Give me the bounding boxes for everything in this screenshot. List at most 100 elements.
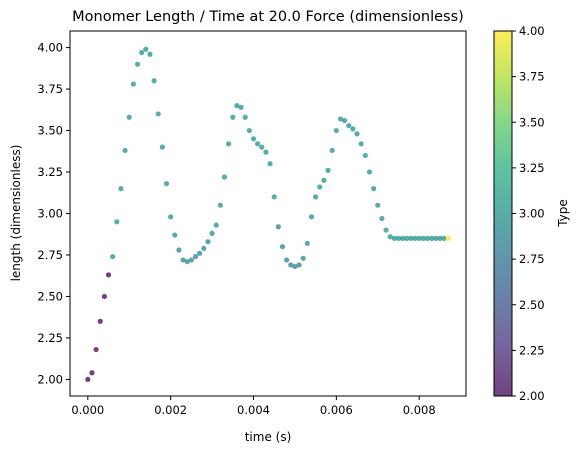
y-tick-label: 2.50 [37,289,63,303]
y-axis-ticks: 2.00 2.25 2.50 2.75 3.00 3.25 3.50 3.75 4.00 [37,41,70,386]
data-point [437,235,443,241]
data-point [209,230,215,237]
data-point [97,318,103,324]
data-point [284,257,290,263]
data-point [163,181,170,187]
data-point [234,103,240,109]
data-point [371,186,377,192]
data-point [304,240,310,246]
data-point [242,114,248,120]
data-point [271,194,277,200]
data-point [329,147,335,154]
colorbar-tick-label: 2.75 [519,252,545,266]
data-point [246,127,252,134]
y-tick-label: 3.50 [37,124,63,138]
data-point [201,245,207,251]
x-tick-label: 0.000 [71,403,104,417]
y-tick-label: 3.75 [37,82,63,96]
y-tick-label: 2.75 [37,248,63,262]
data-point [333,127,339,134]
data-point [308,214,315,220]
data-point [192,254,199,260]
data-point [159,144,165,150]
plot-area: 0.000 0.002 0.004 0.006 0.008 2.002.252.502.… [37,30,467,417]
x-axis-label: time (s) [245,430,292,444]
chart-title: Monomer Length / Time at 20.0 Force (dim… [72,9,464,25]
data-point [321,177,327,183]
data-point [362,152,368,159]
data-point [226,141,232,147]
data-point [93,346,99,353]
data-point [416,235,422,241]
data-point [366,169,373,175]
colorbar-tick-label: 3.00 [519,207,545,221]
data-point [391,235,397,241]
data-point [217,202,223,208]
data-point [288,262,294,268]
data-point [379,215,385,222]
data-point [267,161,273,167]
x-axis-ticks: 0.000 0.002 0.004 0.006 0.008 [71,396,436,417]
data-point [387,234,393,240]
y-tick-label: 2.00 [37,372,63,386]
data-point [172,232,178,238]
data-point [358,141,364,147]
data-point [134,61,141,67]
data-point [313,194,319,200]
y-tick-label: 3.00 [37,207,63,221]
data-point [292,263,298,270]
data-point [346,122,352,129]
data-point [114,219,120,225]
data-point [354,131,360,137]
data-point [404,235,410,241]
x-tick-label: 0.008 [403,403,436,417]
data-point [337,116,344,122]
data-point [130,81,136,87]
colorbar-label: Type [556,199,570,228]
data-point [176,247,182,253]
data-point [279,244,286,250]
data-point [296,262,302,268]
colorbar-ticks: 2.00 2.25 2.50 2.75 3.00 3.25 3.50 3.75 4.00 [512,24,545,403]
plot-frame [69,30,467,397]
data-point [445,235,451,241]
data-point [429,235,435,241]
data-point [147,51,153,57]
data-point [342,117,348,124]
data-point [151,78,157,84]
y-tick-label: 3.25 [37,165,63,179]
colorbar-tick-label: 3.75 [519,70,545,84]
data-point [126,114,132,120]
data-point [168,214,174,220]
data-point [139,49,145,56]
y-tick-label: 4.00 [37,41,63,55]
data-point [105,272,112,278]
data-point [213,222,219,228]
data-point [250,136,257,142]
data-points [85,46,451,383]
data-point [155,111,161,117]
colorbar-tick-label: 3.50 [519,115,545,129]
data-point [275,224,281,230]
data-point [424,235,431,241]
colorbar-tick-label: 2.00 [519,389,545,403]
data-point [408,235,414,241]
data-point [197,250,203,256]
data-point [259,144,265,150]
data-point [230,114,236,120]
colorbar: 2.00 2.25 2.50 2.75 3.00 3.25 3.50 3.75 4.00 Typ… [493,24,570,403]
colorbar-tick-label: 2.50 [519,298,545,312]
data-point [85,376,91,383]
data-point [350,126,356,132]
data-point [118,186,124,192]
data-point [395,235,402,241]
x-tick-label: 0.004 [237,403,270,417]
data-point [433,235,439,241]
colorbar-tick-label: 4.00 [519,24,545,38]
data-point [122,147,128,154]
data-point [300,255,306,261]
data-point [317,184,323,190]
y-tick-label: 2.25 [37,331,63,345]
data-point [255,141,261,147]
